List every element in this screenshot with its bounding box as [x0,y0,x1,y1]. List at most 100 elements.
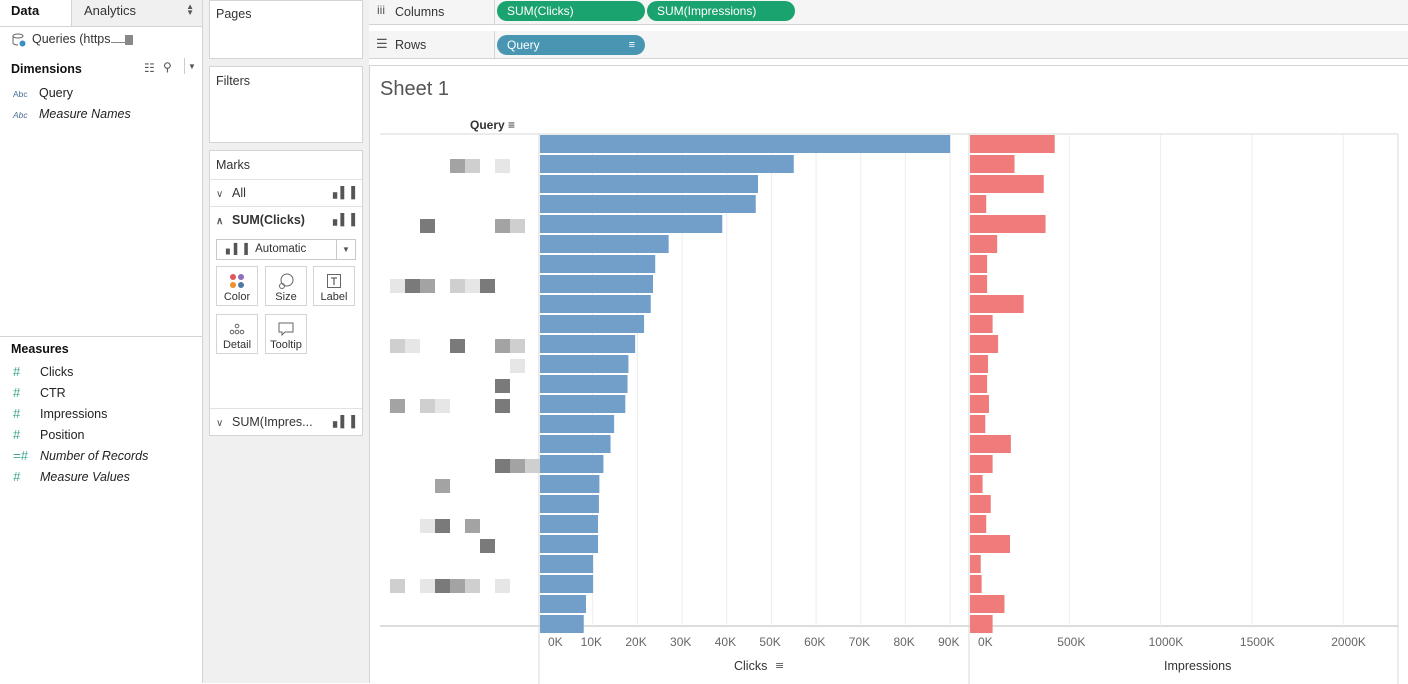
sheet-view: Sheet 1 Query ≡ 0K 10K 20K 30K 40K 50K 60K 70K 8… [369,65,1408,684]
datasource-item[interactable]: Queries (https [12,32,133,47]
row-header-redacted-block [510,359,525,373]
clicks-bar [540,415,615,433]
clicks-tick-label: 30K [670,635,691,649]
field-label: Position [40,428,85,442]
row-header-redacted-block [495,579,510,593]
clicks-tick-label: 20K [625,635,646,649]
clicks-tick-label: 50K [759,635,780,649]
calculated-number-icon: =# [13,448,28,463]
measure-position[interactable]: # Position [13,425,84,445]
search-icon[interactable]: ⚲ [163,60,172,74]
field-label: CTR [40,386,66,400]
clicks-bar [540,175,758,193]
clicks-bar [540,135,951,153]
clicks-bar [540,275,653,293]
row-header-redacted-block [525,459,540,473]
pill-sum-impressions[interactable]: SUM(Impressions) [647,1,795,21]
impressions-tick-label: 500K [1057,635,1085,649]
row-header-redacted-block [450,279,465,293]
clicks-bar [540,255,656,273]
clicks-tick-label: 70K [849,635,870,649]
bar-mark-icon: ▖▌▐ [226,244,248,255]
row-header-redacted-block [420,399,435,413]
clicks-tick-label: 80K [893,635,914,649]
impressions-bar [970,255,988,273]
size-button[interactable]: Size [265,266,307,306]
tab-data[interactable]: Data [0,0,71,26]
label-button[interactable]: Label [313,266,355,306]
list-view-icon[interactable]: ☷ [144,61,155,75]
tooltip-button[interactable]: Tooltip [265,314,307,354]
row-header-redacted-block [510,459,525,473]
columns-label: Columns [395,5,445,19]
dimensions-menu-icon[interactable]: ▼ [188,62,196,71]
pages-card[interactable]: Pages [209,0,363,59]
row-header-query[interactable]: Query ≡ [470,118,515,132]
row-header-redacted-block [465,579,480,593]
row-header-redacted-block [420,279,435,293]
marks-clicks-row[interactable]: ∧ SUM(Clicks) ▖▌▐ [210,206,362,232]
field-label: Impressions [40,407,108,421]
row-header-redacted-block [390,579,405,593]
row-header-redacted-block [510,339,525,353]
pill-sum-clicks[interactable]: SUM(Clicks) [497,1,645,21]
impressions-bar [970,335,999,353]
clicks-bar [540,575,594,593]
impressions-bar [970,615,993,633]
row-header-redacted-block [420,219,435,233]
impressions-bar [970,215,1046,233]
sheet-title: Sheet 1 [380,78,449,100]
measures-divider [0,336,202,337]
detail-icon [217,319,257,339]
measure-impressions[interactable]: # Impressions [13,404,107,424]
chevron-down-icon: ∨ [216,418,224,429]
row-header-redacted-block [465,159,480,173]
row-header-redacted-block [420,519,435,533]
impressions-bar [970,275,988,293]
measure-clicks[interactable]: # Clicks [13,362,73,382]
dimension-measure-names[interactable]: Abc Measure Names [13,104,131,124]
filters-card[interactable]: Filters [209,66,363,143]
columns-shelf[interactable]: iii Columns SUM(Clicks) SUM(Impressions) [369,0,1408,25]
impressions-bar [970,375,988,393]
detail-button[interactable]: Detail [216,314,258,354]
clicks-bar [540,335,636,353]
rows-icon: ☰ [376,36,388,51]
row-header-redacted-block [390,339,405,353]
tab-analytics[interactable]: Analytics ▲ ▼ [71,0,202,26]
mark-type-dropdown[interactable]: ▖▌▐ Automatic ▼ [216,239,356,260]
field-label: Measure Names [39,107,131,121]
pill-query[interactable]: Query ≡ [497,35,645,55]
datasource-redacted [124,35,133,45]
row-header-redacted-block [495,399,510,413]
clicks-bar [540,435,611,453]
color-icon [217,271,257,291]
impressions-bar [970,575,982,593]
number-type-icon: # [13,427,21,442]
row-header-redacted-block [480,279,495,293]
datasource-icon [12,33,26,47]
sort-descending-icon: ≡ [775,659,784,672]
rows-shelf[interactable]: ☰ Rows Query ≡ [369,31,1408,59]
detail-label: Detail [222,339,252,351]
marks-impressions-row[interactable]: ∨ SUM(Impres... ▖▌▐ [210,408,362,434]
measure-measure-values[interactable]: # Measure Values [13,467,130,487]
string-type-icon: Abc [13,110,28,120]
field-label: Clicks [40,365,74,379]
impressions-bar [970,495,991,513]
row-header-redacted-block [420,579,435,593]
row-header-redacted-block [435,479,450,493]
bar-mark-icon: ▖▌▐ [332,187,355,199]
impressions-bar [970,155,1015,173]
marks-all-row[interactable]: ∨ All ▖▌▐ [210,179,362,205]
measure-number-of-records[interactable]: =# Number of Records [13,446,148,466]
clicks-bar [540,455,604,473]
clicks-bar [540,615,584,633]
dimension-query[interactable]: Abc Query [13,83,73,103]
dimensions-divider [184,58,185,74]
color-button[interactable]: Color [216,266,258,306]
bar-chart: 0K 10K 20K 30K 40K 50K 60K 70K 80K 90K Clicks 0K 500… [380,133,1399,684]
measure-ctr[interactable]: # CTR [13,383,66,403]
impressions-bar [970,135,1055,153]
impressions-bar [970,555,981,573]
